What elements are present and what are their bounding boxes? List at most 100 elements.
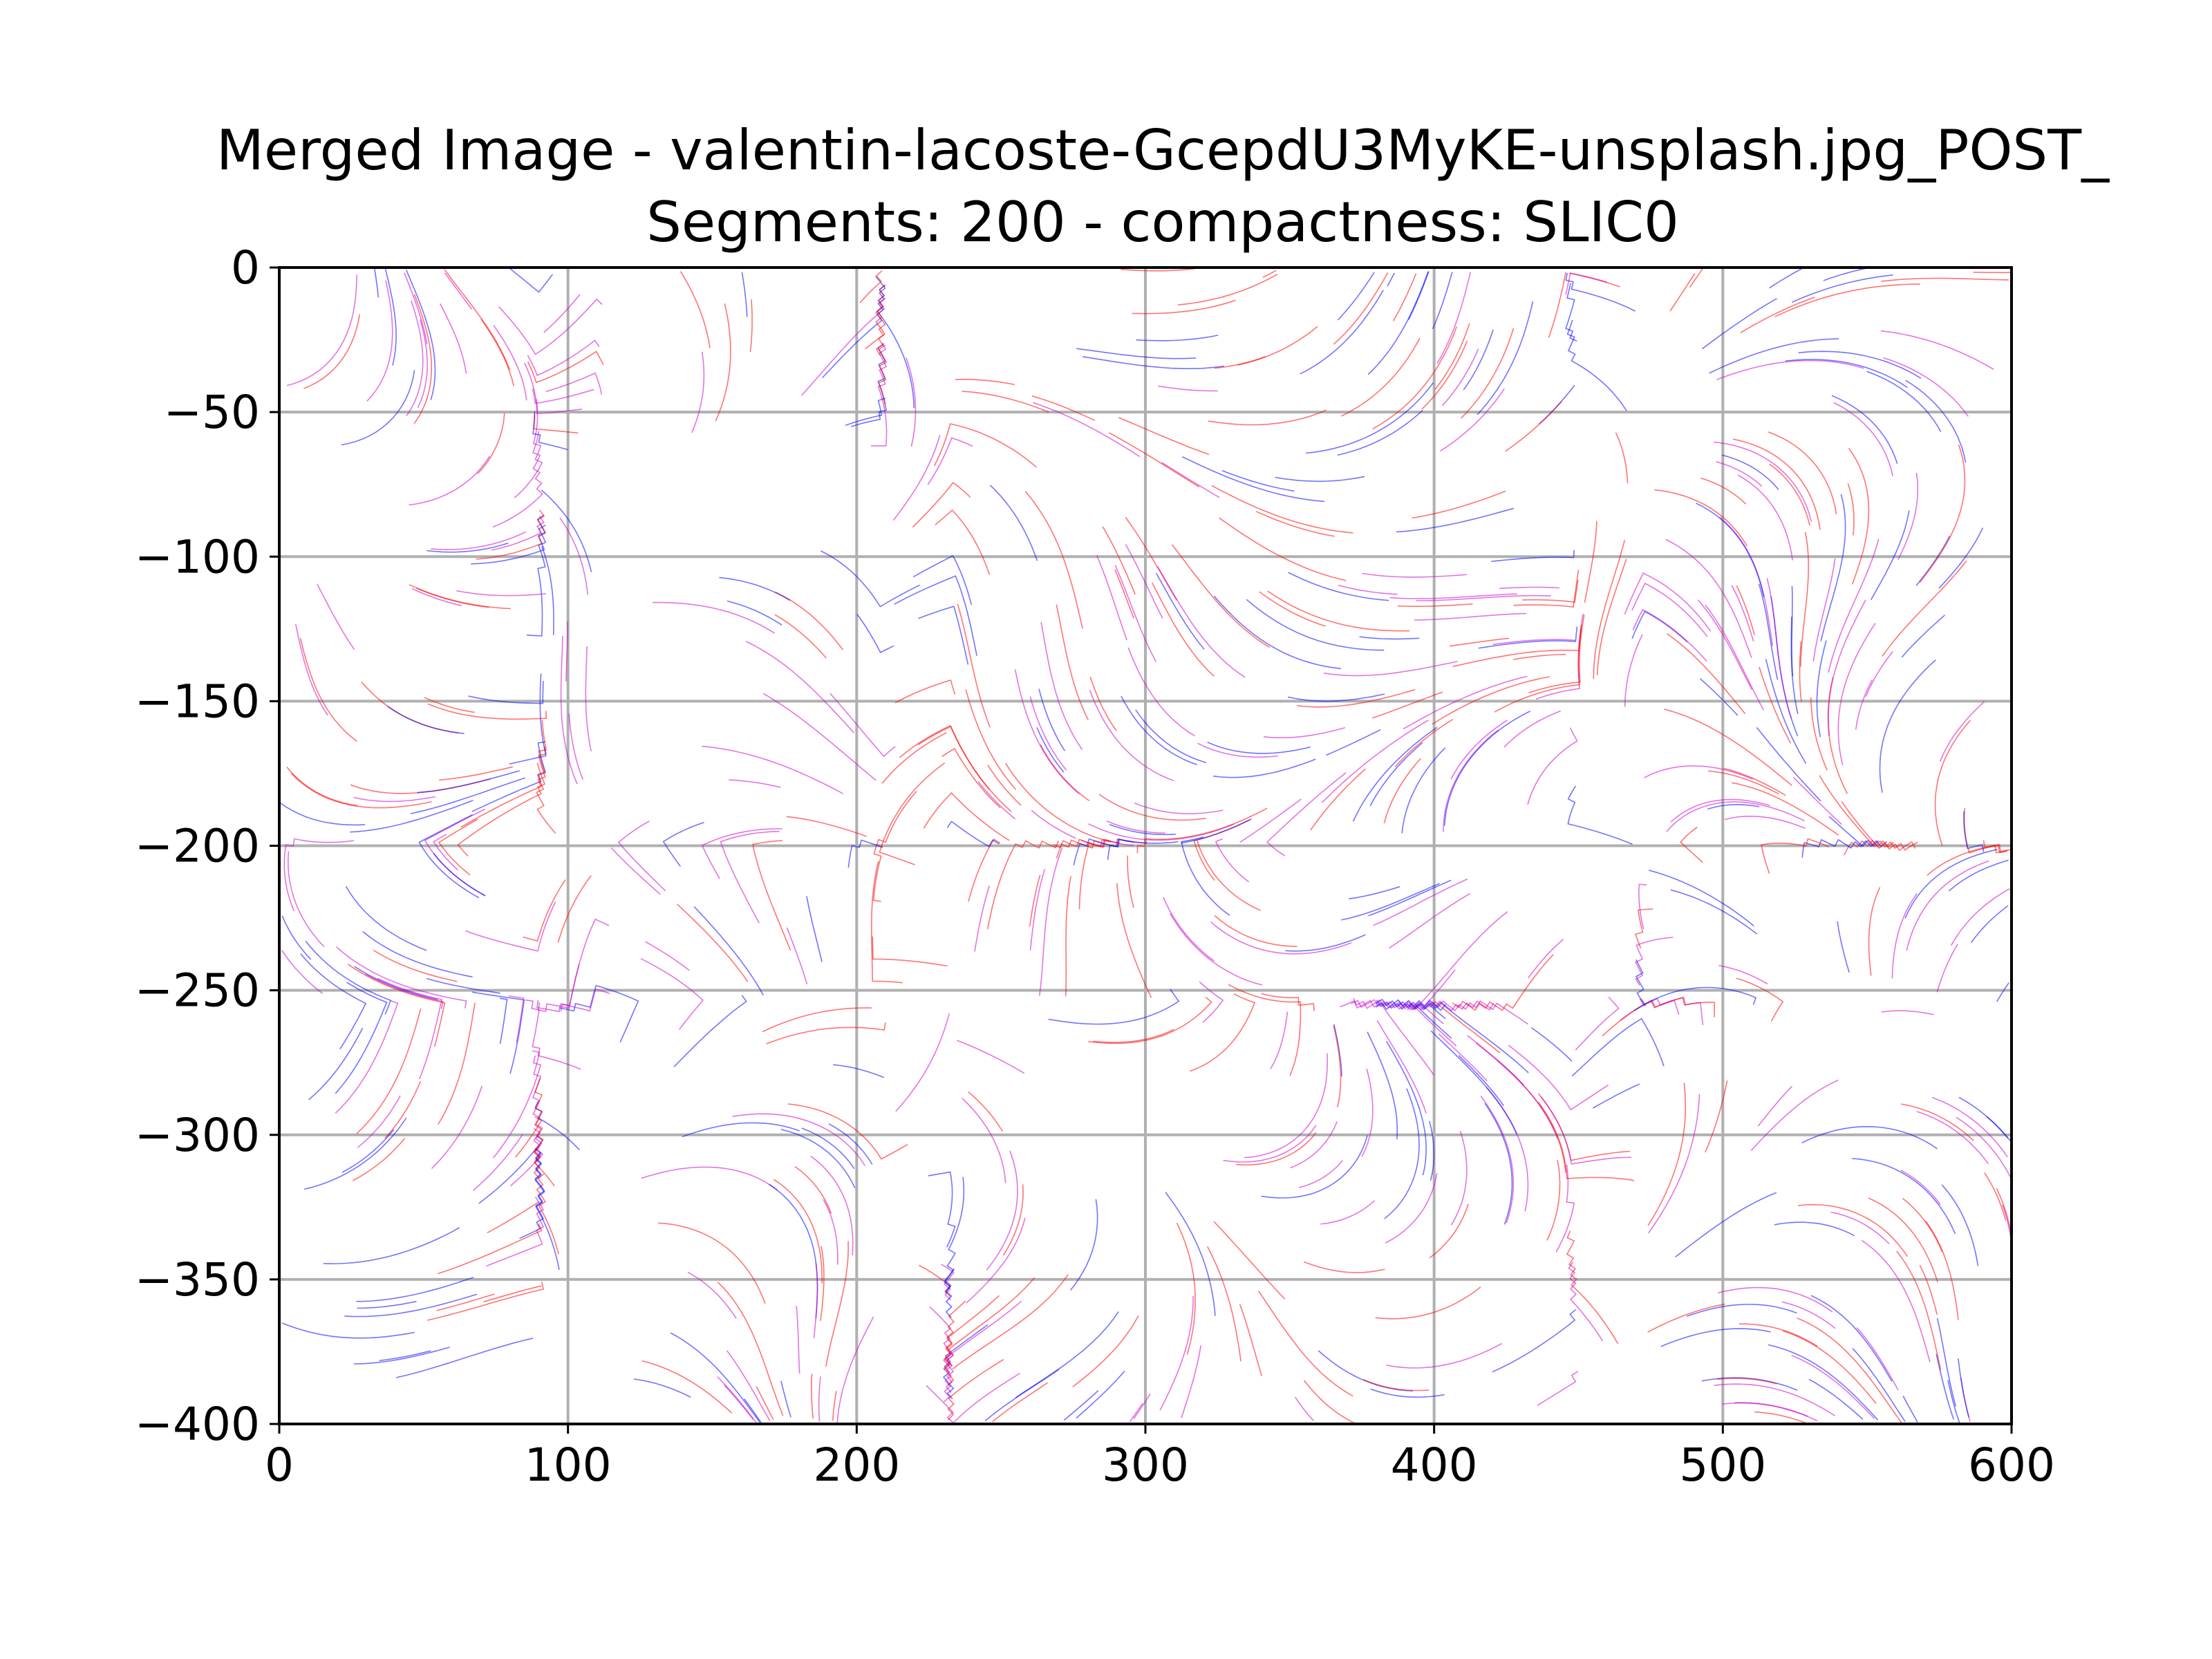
stream-line — [1352, 727, 1438, 822]
stream-line — [1181, 836, 1230, 916]
stream-line — [1670, 798, 1770, 823]
stream-line — [1774, 1221, 1855, 1237]
stream-line — [912, 554, 973, 606]
stream-line — [1189, 993, 1256, 1072]
stream-line — [1176, 1222, 1196, 1355]
stream-line — [1639, 997, 1680, 1015]
stream-line — [1421, 340, 1468, 410]
stream-line — [1738, 1323, 1818, 1347]
stream-line — [1701, 1377, 1798, 1391]
stream-line — [1660, 1328, 1771, 1347]
stream-line — [1438, 1033, 1488, 1082]
stream-line — [1868, 887, 1881, 976]
stream-line — [1565, 272, 1636, 312]
stream-line — [1215, 838, 1250, 883]
stream-line — [1197, 742, 1278, 758]
stream-line — [1705, 1080, 1728, 1153]
stream-line — [1157, 385, 1218, 392]
stream-line — [974, 885, 991, 952]
stream-line — [1267, 590, 1410, 632]
stream-line — [1214, 356, 1266, 369]
stream-line — [1152, 582, 1215, 677]
stream-line — [640, 958, 704, 1030]
stream-line — [1906, 860, 1989, 951]
stream-line — [610, 847, 661, 895]
stream-line — [433, 834, 459, 871]
stream-line — [1774, 283, 1920, 317]
stream-line — [989, 485, 1038, 561]
stream-line — [1736, 585, 1756, 635]
stream-line — [1615, 432, 1629, 484]
stream-line — [536, 988, 610, 1013]
stream-line — [438, 818, 478, 876]
stream-line — [509, 673, 547, 765]
stream-line — [1389, 593, 1517, 599]
stream-line — [1984, 1172, 2007, 1221]
stream-line — [1584, 521, 1597, 603]
stream-line — [514, 399, 543, 498]
stream-line — [1261, 1135, 1368, 1199]
stream-line — [1602, 997, 1716, 1037]
stream-line — [962, 391, 1049, 413]
stream-line — [1078, 838, 1121, 910]
stream-line — [1491, 550, 1575, 562]
stream-line — [977, 781, 1016, 820]
stream-line — [1156, 565, 1246, 678]
stream-line — [1076, 1370, 1125, 1419]
stream-line — [281, 950, 324, 995]
stream-line — [1633, 986, 1757, 1011]
stream-line — [384, 1080, 422, 1139]
stream-line — [1341, 883, 1440, 921]
stream-line — [1644, 765, 1753, 780]
stream-line — [1638, 883, 1647, 929]
stream-line — [476, 509, 546, 560]
stream-line — [1440, 388, 1505, 452]
stream-line — [1048, 988, 1180, 1025]
stream-line — [1213, 1221, 1286, 1300]
stream-line — [941, 1264, 955, 1300]
stream-line — [585, 646, 592, 752]
stream-line — [1530, 1027, 1573, 1062]
stream-line — [1837, 921, 1850, 973]
stream-line — [892, 435, 941, 521]
stream-line — [1718, 1286, 1833, 1313]
stream-line — [1810, 1295, 1893, 1382]
stream-line — [1797, 1203, 1909, 1257]
stream-line — [1756, 727, 1821, 802]
stream-line — [356, 1008, 422, 1134]
stream-line — [1384, 1088, 1420, 1219]
stream-line — [1014, 669, 1080, 795]
stream-line — [1624, 572, 1712, 632]
stream-line — [1177, 273, 1278, 306]
stream-line — [1429, 1203, 1469, 1259]
stream-line — [929, 1306, 955, 1403]
stream-line — [727, 600, 782, 626]
stream-line — [1387, 272, 1396, 287]
stream-line — [1228, 984, 1302, 1076]
stream-line — [1766, 578, 1792, 719]
stream-line — [468, 680, 544, 704]
stream-line — [878, 344, 888, 405]
stream-line — [1458, 1055, 1504, 1107]
stream-line — [1503, 710, 1561, 748]
stream-line — [1527, 727, 1578, 805]
stream-line — [1121, 268, 1196, 272]
stream-line — [1701, 298, 1777, 350]
stream-line — [1936, 1353, 1955, 1420]
stream-line — [1367, 271, 1429, 375]
stream-lines — [279, 267, 2012, 1425]
y-tick-label: −50 — [164, 386, 260, 439]
stream-line — [1675, 1192, 1777, 1258]
stream-line — [1575, 996, 1620, 1051]
stream-line — [299, 638, 357, 742]
stream-line — [1948, 859, 2009, 892]
stream-line — [1828, 599, 1866, 736]
stream-line — [362, 930, 473, 978]
stream-line — [1478, 626, 1578, 649]
stream-line — [906, 357, 917, 447]
stream-line — [532, 413, 579, 434]
stream-line — [2002, 1204, 2012, 1241]
stream-line — [828, 1123, 873, 1165]
stream-line — [377, 977, 443, 1080]
stream-line — [1635, 937, 1674, 986]
